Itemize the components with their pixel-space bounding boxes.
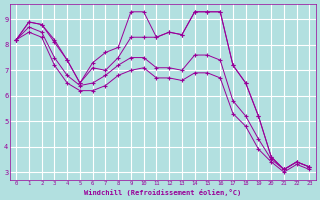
X-axis label: Windchill (Refroidissement éolien,°C): Windchill (Refroidissement éolien,°C) xyxy=(84,189,242,196)
